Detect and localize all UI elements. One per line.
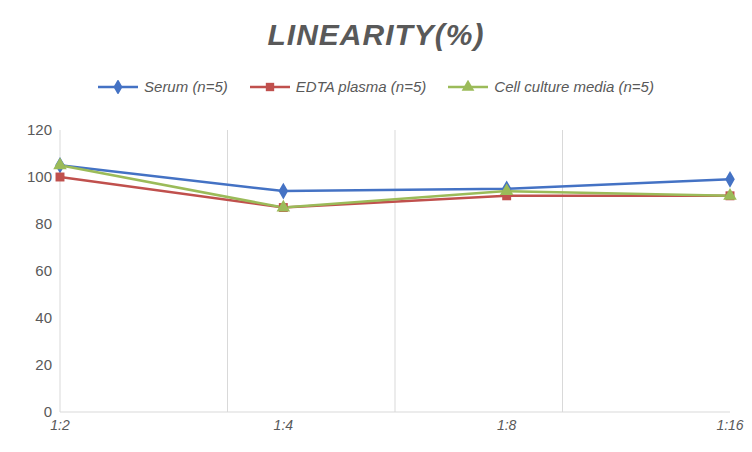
html-text:Serum (n=5): Serum (n=5) [144, 78, 228, 95]
svg-text:20: 20 [35, 356, 52, 373]
svg-text:100: 100 [27, 168, 52, 185]
svg-text:80: 80 [35, 215, 52, 232]
svg-text:1:8: 1:8 [497, 417, 517, 433]
html-text:Cell culture media (n=5): Cell culture media (n=5) [494, 78, 654, 95]
svg-text:0: 0 [44, 403, 52, 420]
svg-text:60: 60 [35, 262, 52, 279]
svg-text:1:4: 1:4 [274, 417, 294, 433]
svg-text:120: 120 [27, 121, 52, 138]
svg-text:1:16: 1:16 [716, 417, 743, 433]
svg-text:1:2: 1:2 [50, 417, 70, 433]
html-text:EDTA plasma (n=5): EDTA plasma (n=5) [295, 78, 427, 95]
html-text:LINEARITY(%): LINEARITY(%) [267, 18, 485, 51]
svg-text:40: 40 [35, 309, 52, 326]
